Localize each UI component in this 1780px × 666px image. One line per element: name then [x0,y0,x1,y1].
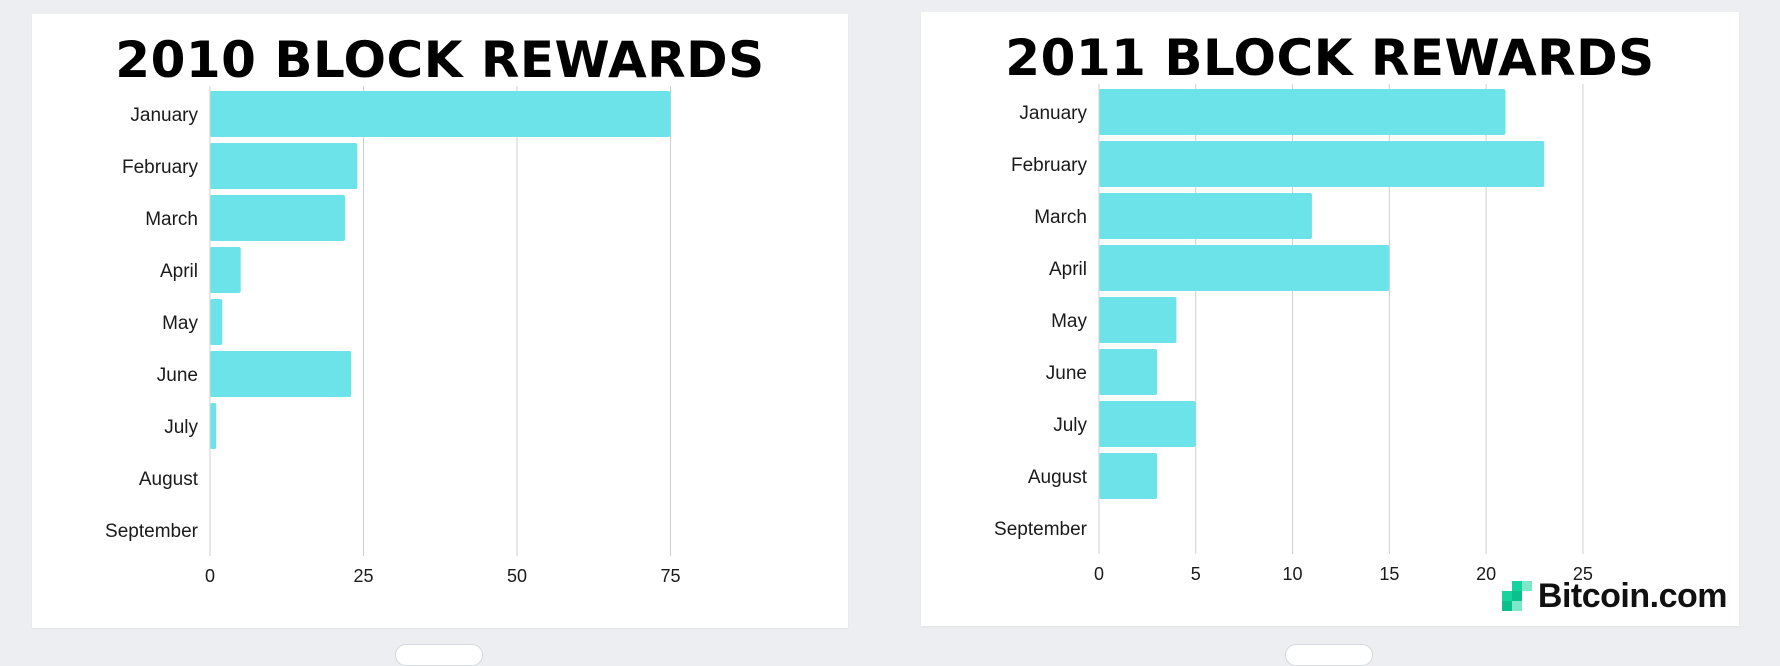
bar-january [210,91,671,137]
category-label: April [1049,259,1087,280]
category-label: April [160,261,198,282]
chart-panel-2011: 2011 BLOCK REWARDS 0 5 10 15 20 25 January Febr… [921,12,1739,626]
bar-august [1099,453,1158,499]
bar-chart-2011: 0 5 10 15 20 25 January February March April May Ju… [994,84,1593,584]
x-tick-label: 10 [1283,564,1303,584]
category-label: March [145,209,198,230]
bar-chart-2010: 0 25 50 75 January February March April May June J… [105,86,681,586]
category-label: February [122,157,199,178]
x-tick-label: 20 [1476,564,1496,584]
category-label: July [1053,415,1087,436]
category-label: June [1046,363,1087,384]
bar-june [210,351,352,397]
x-tick-label: 25 [1573,564,1593,584]
bar-april [1099,245,1390,291]
x-tick-label: 0 [1094,564,1104,584]
category-label: March [1034,207,1087,228]
category-label: September [994,519,1088,540]
category-label: August [1028,467,1088,488]
bitcoin-com-logo-icon [1501,580,1532,611]
bar-july [1099,401,1196,447]
bar-january [1099,89,1506,135]
chart-title: 2010 BLOCK REWARDS [115,31,765,89]
x-tick-label: 0 [205,566,215,586]
x-tick-label: 15 [1379,564,1399,584]
brand-logo: Bitcoin.com [1501,577,1728,616]
category-label: February [1011,155,1088,176]
bar-may [210,299,223,345]
bar-february [210,143,358,189]
carousel-tab-left[interactable] [395,644,483,666]
chart-title: 2011 BLOCK REWARDS [1005,29,1655,87]
x-tick-label: 75 [660,566,680,586]
chart-panel-2010: 2010 BLOCK REWARDS 0 25 50 75 January Februar… [32,14,848,628]
brand-name: Bitcoin.com [1537,577,1728,615]
x-tick-label: 5 [1191,564,1201,584]
bar-june [1099,349,1158,395]
category-label: May [1051,311,1087,332]
category-label: January [1019,103,1087,124]
bar-april [210,247,241,293]
bar-march [210,195,346,241]
carousel-tab-right[interactable] [1285,644,1373,666]
x-tick-label: 25 [353,566,373,586]
x-tick-label: 50 [507,566,527,586]
category-label: January [130,105,198,126]
bar-may [1099,297,1177,343]
category-label: June [157,365,198,386]
category-label: May [162,313,198,334]
bar-march [1099,193,1312,239]
category-label: August [139,469,199,490]
category-label: September [105,521,199,542]
bar-february [1099,141,1545,187]
category-label: July [164,417,198,438]
bar-july [210,403,217,449]
